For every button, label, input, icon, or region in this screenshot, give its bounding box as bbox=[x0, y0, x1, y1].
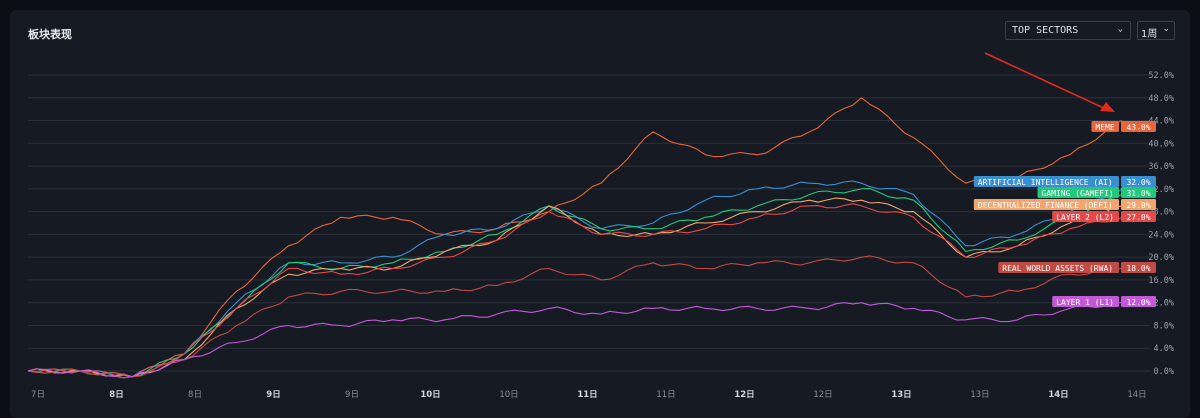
y-tick-label: 48.0% bbox=[1148, 94, 1174, 104]
series-line bbox=[27, 255, 1123, 378]
series-line bbox=[27, 197, 1123, 378]
sector-select-value: TOP SECTORS bbox=[1012, 25, 1079, 36]
series-value-label: 12.0% bbox=[1126, 298, 1150, 307]
series-value-bg bbox=[1121, 199, 1156, 210]
series-name-label: LAYER 2 (L2) bbox=[1056, 213, 1114, 222]
series-line bbox=[27, 188, 1123, 378]
y-tick-label: 20.0% bbox=[1148, 253, 1174, 263]
x-tick-label: 13日 bbox=[970, 390, 989, 400]
y-tick-label: 32.0% bbox=[1148, 185, 1174, 195]
x-tick-label: 14日 bbox=[1048, 390, 1068, 400]
x-tick-label: 9日 bbox=[266, 390, 280, 400]
series-name-label: REAL WORLD ASSETS (RWA) bbox=[1002, 264, 1113, 273]
y-tick-label: 12.0% bbox=[1148, 299, 1174, 309]
sector-select[interactable]: TOP SECTORS ⌄ bbox=[1005, 21, 1131, 40]
x-tick-label: 13日 bbox=[891, 390, 911, 400]
series-tag-bg bbox=[973, 176, 1119, 187]
series-name-label: ARTIFICIAL INTELLIGENCE (AI) bbox=[978, 178, 1113, 187]
series-value-label: 27.0% bbox=[1126, 213, 1150, 222]
y-tick-label: 36.0% bbox=[1148, 162, 1174, 172]
x-tick-label: 12日 bbox=[813, 390, 832, 400]
x-tick-label: 9日 bbox=[345, 390, 359, 400]
series-value-label: 18.0% bbox=[1126, 264, 1150, 273]
x-tick-label: 10日 bbox=[420, 390, 440, 400]
series-line bbox=[27, 302, 1123, 378]
series-value-label: 31.0% bbox=[1126, 189, 1150, 198]
x-tick-label: 14日 bbox=[1127, 390, 1146, 400]
chevron-down-icon: ⌄ bbox=[1162, 24, 1170, 34]
series-value-label: 29.0% bbox=[1126, 201, 1150, 210]
y-tick-label: 8.0% bbox=[1154, 321, 1174, 331]
sector-performance-panel bbox=[10, 10, 1190, 418]
period-select-value: 1周 bbox=[1141, 29, 1158, 40]
series-value-bg bbox=[1121, 121, 1156, 132]
annotation-arrow bbox=[984, 52, 1115, 112]
y-tick-label: 40.0% bbox=[1148, 139, 1174, 149]
period-select[interactable]: 1周 ⌄ bbox=[1137, 21, 1175, 40]
y-tick-label: 44.0% bbox=[1148, 117, 1174, 127]
series-line bbox=[27, 203, 1123, 379]
series-name-label: DECENTRALIZED FINANCE (DEFI) bbox=[978, 201, 1113, 210]
series-tag-bg bbox=[973, 199, 1119, 210]
series-value-label: 32.0% bbox=[1126, 178, 1150, 187]
x-tick-label: 8日 bbox=[109, 390, 123, 400]
y-axis-labels: 0.0% 4.0% 8.0% 12.0% 16.0% 20.0% 24.0% 28.0% 32.… bbox=[1148, 71, 1174, 377]
x-tick-label: 12日 bbox=[734, 390, 754, 400]
y-tick-label: 16.0% bbox=[1148, 276, 1174, 286]
x-tick-label: 11日 bbox=[656, 390, 675, 400]
series-name-label: GAMING (GAMEFI) bbox=[1042, 189, 1114, 198]
series-tag-bg bbox=[1052, 296, 1119, 307]
x-tick-label: 8日 bbox=[188, 390, 202, 400]
series-value-bg bbox=[1121, 211, 1156, 222]
y-tick-label: 24.0% bbox=[1148, 230, 1174, 240]
y-tick-label: 0.0% bbox=[1154, 367, 1174, 377]
series-line bbox=[27, 97, 1123, 378]
series-value-bg bbox=[1121, 176, 1156, 187]
x-axis-labels: 7日 8日 8日 9日 9日 10日 10日 11日 11日 12日 12日 13日 13日 14日 14日 bbox=[31, 390, 1147, 400]
series-tag-bg bbox=[1052, 211, 1119, 222]
end-value-tags: MEME 43.0% ARTIFICIAL INTELLIGENCE (AI) 32.… bbox=[973, 121, 1156, 307]
y-tick-label: 28.0% bbox=[1148, 208, 1174, 218]
series-value-bg bbox=[1121, 187, 1156, 198]
panel-title: 板块表现 bbox=[28, 28, 72, 41]
series-tag-bg bbox=[1091, 121, 1119, 132]
series-name-label: MEME bbox=[1095, 123, 1114, 132]
y-tick-label: 4.0% bbox=[1154, 344, 1174, 354]
x-tick-label: 7日 bbox=[31, 390, 45, 400]
series-value-bg bbox=[1121, 296, 1156, 307]
series-lines bbox=[27, 97, 1123, 379]
series-value-label: 43.0% bbox=[1126, 123, 1150, 132]
series-name-label: LAYER 1 (L1) bbox=[1056, 298, 1114, 307]
chart-grid bbox=[28, 74, 1150, 372]
series-value-bg bbox=[1121, 262, 1156, 273]
y-tick-label: 52.0% bbox=[1148, 71, 1174, 81]
x-tick-label: 11日 bbox=[577, 390, 597, 400]
series-tag-bg bbox=[998, 262, 1119, 273]
x-tick-label: 10日 bbox=[499, 390, 518, 400]
series-tag-bg bbox=[1037, 187, 1119, 198]
series-line bbox=[27, 180, 1123, 379]
chevron-down-icon: ⌄ bbox=[1117, 24, 1123, 34]
